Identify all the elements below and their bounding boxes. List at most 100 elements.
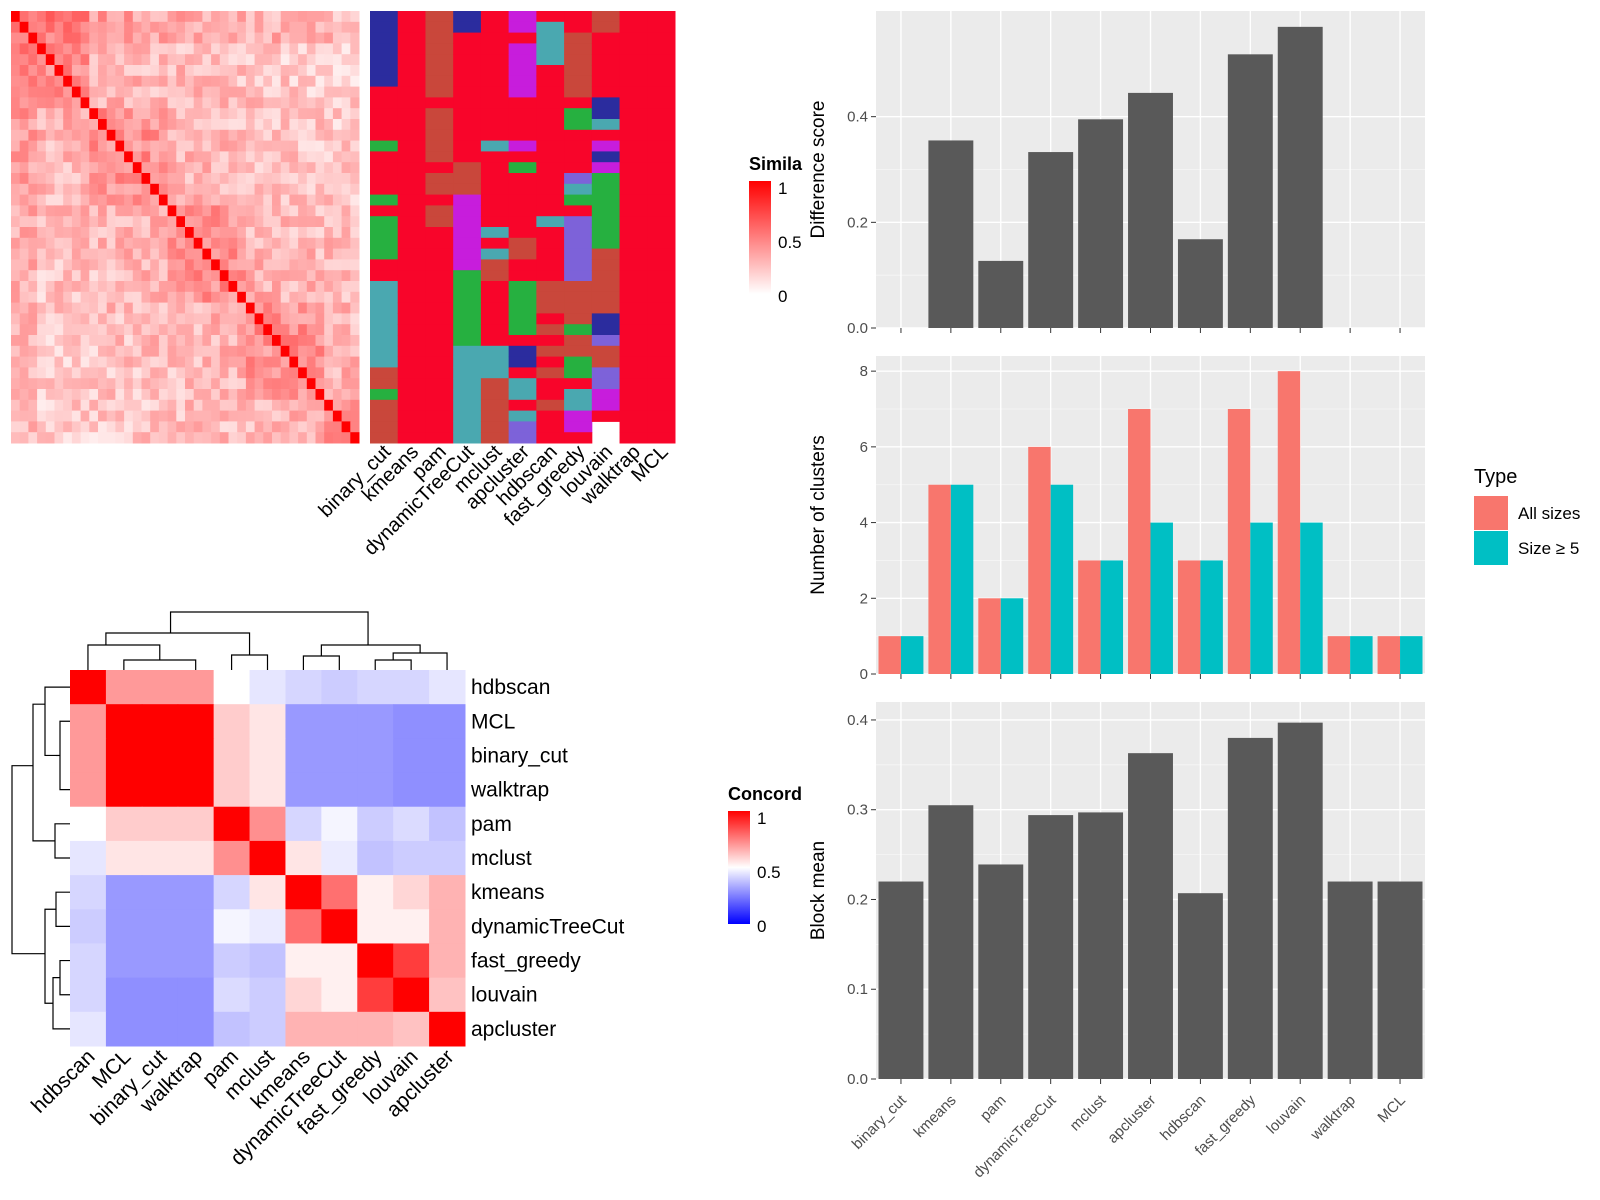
y-tick-label: 0.0: [847, 1071, 868, 1088]
concordance-cell: [321, 738, 358, 774]
concordance-cell: [393, 977, 430, 1013]
concordance-cell: [321, 806, 358, 842]
bar-kmeans-all-sizes: [928, 484, 951, 674]
concordance-row-label: pam: [471, 813, 512, 836]
concordance-cell: [321, 909, 358, 944]
concordance-cell: [249, 738, 286, 774]
concordance-row-label: fast_greedy: [471, 950, 581, 973]
bar-pam-size-ge-5: [1000, 598, 1024, 674]
concordance-cell: [249, 1011, 286, 1047]
bar-charts: 0.0 0.2 0.4 Difference score 0 2 4 6 8 Number of …: [808, 11, 1425, 1181]
concordance-cell: [213, 806, 251, 842]
legend-label-size-ge-5: Size ≥ 5: [1518, 539, 1579, 558]
bar-dynamicTreeCut: [1028, 152, 1074, 328]
bar-hdbscan-size-ge-5: [1200, 560, 1223, 674]
x-tick-label: walktrap: [1307, 1092, 1359, 1144]
cluster-assignment-matrix: [370, 11, 676, 444]
y-tick-label: 0.2: [847, 214, 868, 231]
concordance-cell: [249, 875, 286, 910]
type-legend: Type All sizes Size ≥ 5: [1474, 466, 1580, 565]
concordance-row-labels: hdbscan MCL binary_cut walktrap pam mclust kme…: [470, 676, 624, 1041]
concordance-cell: [393, 704, 430, 739]
bar-chart-2: 0 2 4 6 8 Number of clusters: [808, 356, 1425, 683]
concordance-tick-05: 0.5: [757, 863, 781, 882]
bar-hdbscan: [1177, 239, 1223, 328]
concordance-legend: Concord 1 0.5 0: [728, 784, 802, 936]
concordance-cell: [141, 840, 179, 876]
x-tick-label: kmeans: [911, 1092, 960, 1141]
concordance-cell: [141, 772, 179, 808]
bar-binary_cut-size-ge-5: [900, 636, 924, 674]
bar-mclust: [1078, 812, 1124, 1079]
y-tick-label: 4: [860, 515, 868, 532]
concordance-cell: [70, 977, 107, 1013]
y-axis-label: Block mean: [808, 841, 829, 940]
bar-apcluster: [1128, 92, 1173, 329]
concordance-cell: [429, 977, 466, 1013]
bar-apcluster-size-ge-5: [1150, 522, 1173, 674]
y-tick-label: 0: [860, 666, 868, 683]
concordance-cell: [285, 875, 322, 910]
similarity-legend-title: Simila: [749, 154, 803, 174]
y-tick-label: 6: [860, 439, 868, 456]
concordance-cell: [357, 943, 394, 979]
bar-dynamicTreeCut: [1028, 815, 1074, 1079]
concordance-cell: [393, 1011, 430, 1047]
concordance-cell: [357, 909, 394, 944]
concordance-cell: [177, 772, 215, 808]
concordance-cell: [285, 909, 322, 944]
concordance-row-label: binary_cut: [471, 744, 568, 767]
concordance-cell: [393, 772, 430, 808]
concordance-cell: [105, 909, 143, 944]
bar-hdbscan-all-sizes: [1177, 560, 1201, 674]
x-tick-label: binary_cut: [849, 1091, 911, 1153]
similarity-tick-05: 0.5: [778, 233, 802, 252]
concordance-cell: [393, 670, 430, 705]
concordance-cell: [70, 704, 107, 739]
y-tick-label: 0.4: [847, 109, 868, 126]
concordance-cell: [249, 806, 286, 842]
bar-kmeans-size-ge-5: [950, 484, 974, 674]
similarity-legend: Simila 1 0.5 0: [749, 154, 803, 306]
concordance-cell: [357, 806, 394, 842]
bar-dynamicTreeCut-all-sizes: [1028, 446, 1051, 674]
concordance-cell: [141, 1011, 179, 1047]
concordance-cell: [429, 1011, 466, 1047]
y-tick-label: 0.0: [847, 320, 868, 337]
concordance-row-label: mclust: [471, 847, 532, 870]
concordance-cell: [70, 875, 107, 910]
concordance-cell: [249, 977, 286, 1013]
bar-chart-3: 0.0 0.1 0.2 0.3 0.4 Block mean binary_cut kmean…: [808, 702, 1425, 1181]
concordance-cell: [321, 977, 358, 1013]
concordance-row-label: MCL: [471, 710, 515, 733]
concordance-cell: [70, 943, 107, 979]
concordance-cell: [141, 909, 179, 944]
concordance-cell: [70, 840, 107, 876]
x-tick-label: louvain: [1263, 1092, 1309, 1138]
concordance-row-label: dynamicTreeCut: [471, 915, 624, 938]
concordance-cell: [393, 875, 430, 910]
concordance-cell: [213, 875, 251, 910]
concordance-cell: [429, 943, 466, 979]
bar-walktrap-size-ge-5: [1350, 636, 1373, 674]
x-tick-label: MCL: [1374, 1092, 1408, 1126]
bar-kmeans: [928, 140, 974, 328]
concordance-cell: [213, 977, 251, 1013]
bar-pam-all-sizes: [978, 598, 1001, 674]
concordance-cell: [213, 943, 251, 979]
bar-binary_cut: [878, 881, 924, 1079]
concordance-cell: [70, 738, 107, 774]
bar-mclust: [1078, 119, 1124, 328]
concordance-cell: [429, 806, 466, 842]
concordance-row-label: apcluster: [471, 1018, 556, 1041]
concordance-cell: [429, 772, 466, 808]
concordance-cell: [249, 772, 286, 808]
bar-MCL-size-ge-5: [1400, 636, 1423, 674]
bar-walktrap: [1327, 881, 1373, 1079]
y-axis-label: Difference score: [808, 101, 829, 239]
x-tick-label: hdbscan: [1157, 1092, 1209, 1144]
concordance-cell: [429, 738, 466, 774]
concordance-cell: [357, 977, 394, 1013]
bar-fast_greedy: [1227, 737, 1273, 1079]
